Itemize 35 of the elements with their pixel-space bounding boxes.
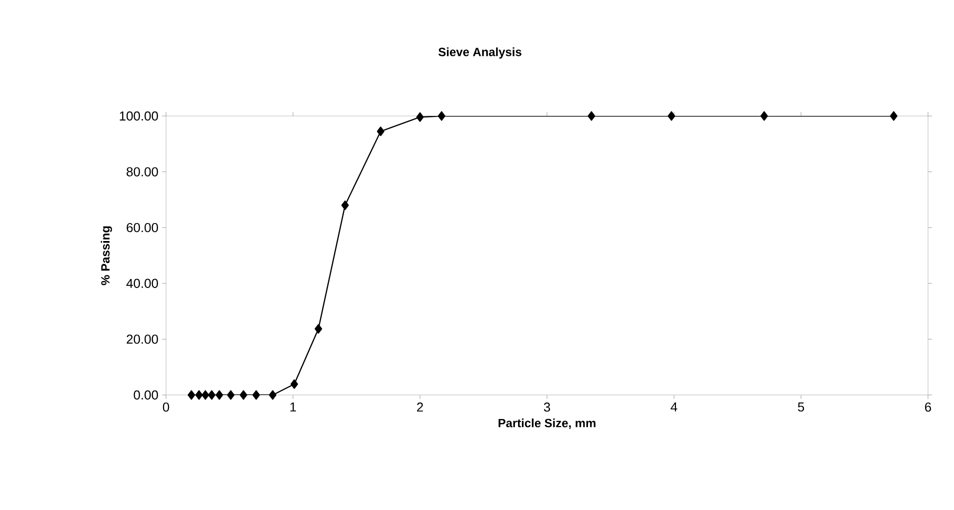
point: [668, 111, 676, 121]
x-tick-label: 4: [670, 402, 678, 412]
point: [202, 390, 210, 400]
point: [268, 390, 276, 400]
point: [195, 390, 203, 400]
y-tick-label: 0.00: [134, 390, 158, 400]
point: [376, 126, 384, 136]
y-tick-label: 60.00: [126, 222, 158, 232]
y-axis-title: % Passing: [100, 226, 112, 286]
point: [227, 390, 235, 400]
x-tick-label: 2: [417, 402, 423, 412]
x-tick-label: 0: [162, 402, 170, 412]
point: [416, 112, 424, 122]
point: [890, 111, 898, 121]
x-tick-label: 1: [290, 402, 296, 412]
point: [252, 390, 260, 400]
y-tick-label: 80.00: [126, 167, 158, 176]
point: [588, 111, 596, 121]
x-tick-label: 6: [925, 402, 932, 412]
point: [208, 390, 216, 400]
point: [290, 379, 298, 389]
point: [341, 200, 349, 210]
point: [438, 111, 446, 121]
x-axis-title: Particle Size, mm: [498, 418, 596, 430]
y-tick-label: 100.00: [120, 111, 158, 121]
y-tick-label: 20.00: [126, 334, 158, 344]
point: [240, 390, 248, 400]
y-tick-label: 40.00: [126, 278, 158, 288]
point: [760, 111, 768, 121]
x-tick-label: 5: [798, 402, 804, 412]
chart-title: Sieve Analysis: [438, 47, 522, 59]
x-tick-label: 3: [544, 402, 550, 412]
point: [188, 390, 196, 400]
point: [216, 390, 224, 400]
point: [314, 324, 322, 334]
